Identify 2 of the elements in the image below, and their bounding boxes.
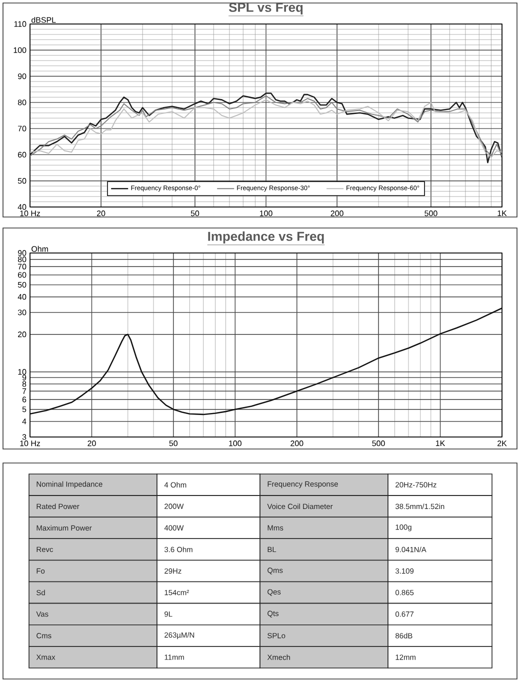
chart-title: SPL vs Freq xyxy=(228,2,303,14)
chart-title: Impedance vs Freq xyxy=(208,231,324,244)
